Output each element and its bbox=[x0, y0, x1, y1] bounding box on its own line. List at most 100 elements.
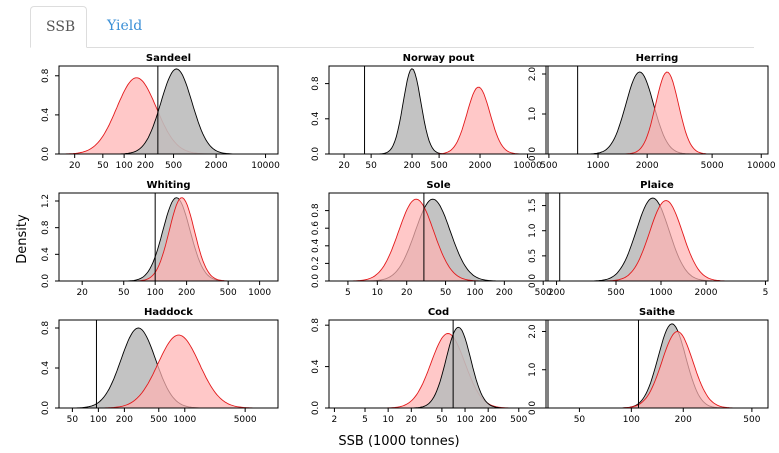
saithe-panel-title: Saithe bbox=[639, 307, 675, 318]
norway-pout-x-tick-label: 20 bbox=[338, 161, 350, 171]
norway-pout-y-tick-label: 0.8 bbox=[311, 76, 321, 91]
herring-x-tick-label: 10000 bbox=[747, 161, 776, 171]
sole-x-tick-label: 10 bbox=[372, 288, 384, 298]
sole-panel-frame bbox=[328, 192, 549, 282]
norway-pout-grey-density-area bbox=[329, 68, 548, 154]
saithe-y-tick-label: 1.0 bbox=[528, 362, 538, 377]
plaice-panel-frame bbox=[545, 192, 769, 282]
plaice-x-tick-label: 5 bbox=[763, 288, 769, 298]
plaice-y-tick-label: 0.5 bbox=[528, 249, 538, 263]
saithe-x-tick-label: 100 bbox=[623, 415, 640, 425]
norway-pout-y-tick-label: 0.0 bbox=[311, 147, 321, 162]
sandeel-x-tick-label: 100 bbox=[116, 161, 133, 171]
tab-ssb[interactable]: SSB bbox=[30, 6, 87, 48]
haddock-x-tick-label: 200 bbox=[116, 415, 133, 425]
plaice-x-tick-label: 2000 bbox=[695, 288, 718, 298]
herring-y-tick-label: 1.0 bbox=[528, 107, 538, 122]
herring-y-tick-label: 2.0 bbox=[528, 67, 538, 82]
whiting-y-tick-label: 0.8 bbox=[41, 220, 51, 235]
sandeel-y-tick-label: 0.0 bbox=[41, 147, 51, 162]
plaice-x-tick-label: 500 bbox=[607, 288, 624, 298]
norway-pout-grey-density-line bbox=[329, 68, 548, 155]
cod-x-tick-label: 10 bbox=[382, 415, 394, 425]
sole-x-tick-label: 100 bbox=[466, 288, 483, 298]
sole-x-tick-label: 5 bbox=[345, 288, 351, 298]
norway-pout-x-tick-label: 500 bbox=[431, 161, 448, 171]
cod-x-tick-label: 50 bbox=[436, 415, 448, 425]
cod-panel-frame bbox=[328, 319, 549, 409]
saithe-y-tick-label: 0.0 bbox=[528, 401, 538, 416]
herring-panel-frame bbox=[545, 65, 769, 155]
haddock-y-tick-label: 0.8 bbox=[41, 321, 51, 336]
sole-x-tick-label: 200 bbox=[496, 288, 513, 298]
plaice-panel-title: Plaice bbox=[640, 180, 674, 191]
sole-x-tick-label: 50 bbox=[440, 288, 452, 298]
tab-bar: SSB Yield bbox=[30, 6, 754, 48]
norway-pout-red-density-area bbox=[329, 87, 548, 154]
saithe-grey-density-area bbox=[546, 323, 768, 408]
plaice-y-tick-label: 1.5 bbox=[528, 198, 538, 212]
saithe-y-tick-label: 2.0 bbox=[528, 324, 538, 339]
sandeel-x-tick-label: 50 bbox=[97, 161, 109, 171]
sandeel-x-tick-label: 2000 bbox=[205, 161, 228, 171]
plaice-red-density-area bbox=[546, 200, 768, 281]
haddock-grey-density-area bbox=[59, 328, 278, 408]
haddock-y-tick-label: 0.0 bbox=[41, 401, 51, 416]
herring-x-tick-label: 5000 bbox=[701, 161, 724, 171]
sandeel-x-tick-label: 200 bbox=[137, 161, 154, 171]
cod-x-tick-label: 100 bbox=[456, 415, 473, 425]
whiting-x-tick-label: 100 bbox=[147, 288, 164, 298]
herring-x-tick-label: 1000 bbox=[587, 161, 610, 171]
whiting-red-density-area bbox=[59, 197, 278, 281]
x-axis-label: SSB (1000 tonnes) bbox=[338, 434, 459, 449]
haddock-red-density-area bbox=[59, 335, 278, 408]
norway-pout-y-tick-label: 0.4 bbox=[311, 111, 321, 126]
whiting-y-tick-label: 0.4 bbox=[41, 247, 51, 262]
cod-red-density-area bbox=[329, 333, 548, 408]
whiting-panel-frame bbox=[58, 192, 279, 282]
herring-y-tick-label: 0.0 bbox=[528, 147, 538, 162]
cod-x-tick-label: 500 bbox=[510, 415, 527, 425]
plaice-x-tick-label: 1000 bbox=[650, 288, 673, 298]
haddock-x-tick-label: 1000 bbox=[173, 415, 196, 425]
haddock-panel-title: Haddock bbox=[144, 307, 193, 318]
sandeel-grey-density-area bbox=[59, 68, 278, 154]
sole-x-tick-label: 20 bbox=[401, 288, 413, 298]
sandeel-red-density-area bbox=[59, 77, 278, 154]
saithe-panel-frame bbox=[545, 319, 769, 409]
saithe-x-tick-label: 200 bbox=[675, 415, 692, 425]
herring-x-tick-label: 500 bbox=[540, 161, 557, 171]
norway-pout-panel-title: Norway pout bbox=[403, 53, 475, 64]
cod-x-tick-label: 5 bbox=[362, 415, 368, 425]
norway-pout-panel-frame bbox=[328, 65, 549, 155]
herring-x-tick-label: 2000 bbox=[636, 161, 659, 171]
whiting-x-tick-label: 50 bbox=[118, 288, 130, 298]
haddock-x-tick-label: 50 bbox=[67, 415, 79, 425]
sandeel-y-tick-label: 0.8 bbox=[41, 68, 51, 83]
norway-pout-x-tick-label: 50 bbox=[365, 161, 377, 171]
sandeel-panel-frame bbox=[58, 65, 279, 155]
sole-y-tick-label: 0.4 bbox=[311, 238, 321, 253]
plaice-x-tick-label: 200 bbox=[548, 288, 565, 298]
sole-y-tick-label: 0.6 bbox=[311, 221, 321, 236]
cod-panel-title: Cod bbox=[428, 307, 449, 318]
sole-red-density-area bbox=[329, 199, 548, 281]
sole-y-tick-label: 0.8 bbox=[311, 203, 321, 218]
whiting-y-tick-label: 0.0 bbox=[41, 274, 51, 289]
cod-x-tick-label: 20 bbox=[406, 415, 418, 425]
whiting-x-tick-label: 1000 bbox=[248, 288, 271, 298]
cod-grey-density-area bbox=[329, 327, 548, 408]
haddock-x-tick-label: 5000 bbox=[234, 415, 257, 425]
sole-x-tick-label: 500 bbox=[535, 288, 552, 298]
herring-panel-title: Herring bbox=[636, 53, 679, 64]
cod-y-tick-label: 0.4 bbox=[311, 359, 321, 374]
sole-panel-title: Sole bbox=[426, 180, 451, 191]
haddock-x-tick-label: 100 bbox=[90, 415, 107, 425]
norway-pout-red-density-line bbox=[329, 86, 548, 155]
tab-yield[interactable]: Yield bbox=[107, 18, 143, 34]
saithe-red-density-area bbox=[546, 331, 768, 408]
whiting-y-tick-label: 1.2 bbox=[41, 194, 51, 208]
haddock-panel-frame bbox=[58, 319, 279, 409]
whiting-x-tick-label: 200 bbox=[178, 288, 195, 298]
